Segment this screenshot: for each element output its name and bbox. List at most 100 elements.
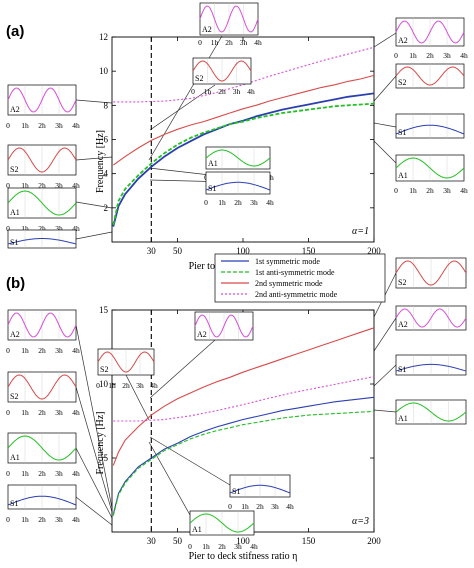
x-tick-label: 50 (173, 536, 183, 546)
inset-tick-label: 1h (21, 408, 29, 417)
mode-inset-s2: S2 (395, 257, 467, 289)
leader-line (149, 339, 216, 399)
y-tick-label: 4 (104, 169, 109, 179)
inset-mode-shape (395, 124, 465, 135)
leader-line (373, 75, 397, 102)
mode-inset-a1: A10 1h 2h 3h 4h (188, 510, 258, 551)
inset-tick-label: 3h (55, 224, 63, 233)
mode-inset-a1: A10 1h 2h 3h 4h (394, 154, 468, 195)
inset-tick-label: 4h (72, 181, 80, 190)
inset-tick-label: 4h (150, 381, 158, 390)
inset-mode-shape (199, 5, 259, 33)
leader-line (373, 32, 397, 48)
inset-label: S1 (232, 487, 240, 496)
leader-line (373, 317, 397, 352)
inset-mode-shape (7, 495, 77, 506)
inset-label: S2 (398, 278, 406, 287)
inset-tick-label: 4h (266, 198, 274, 207)
inset-label: A1 (398, 171, 408, 180)
inset-mode-shape (7, 190, 77, 216)
mode-inset-a1: A10 1h 2h 3h 4h (6, 432, 80, 478)
y-tick-label: 10 (99, 66, 109, 76)
mode-inset-a1: A10 1h 2h 3h 4h (6, 187, 80, 233)
x-tick-label: 100 (236, 536, 250, 546)
inset-tick-label: 3h (136, 381, 144, 390)
legend: 1st symmetric mode 1st anti-symmetric mod… (214, 253, 386, 303)
inset-tick-label: 4h (72, 469, 80, 478)
inset-tick-label: 3h (233, 87, 241, 96)
mode-inset-a2: A2 (395, 305, 467, 331)
series-line-anti1 (112, 410, 375, 516)
leader-line (125, 374, 150, 421)
mode-inset-a2: A20 1h 2h 3h 4h (394, 17, 468, 60)
inset-tick-label: 2h (38, 224, 46, 233)
mode-inset-a2: A20 1h 2h 3h 4h (6, 84, 80, 130)
leader-line (75, 386, 113, 513)
inset-tick-label: 1h (108, 381, 116, 390)
leader-line (149, 84, 216, 131)
inset-mode-shape (97, 351, 155, 373)
x-tick-label: 30 (147, 536, 157, 546)
inset-tick-label: 3h (234, 542, 242, 551)
inset-tick-label: 1h (204, 87, 212, 96)
leader-line (373, 364, 397, 387)
inset-tick-label: 0 (6, 121, 10, 130)
alpha-annotation: α=1 (352, 226, 369, 237)
inset-tick-label: 3h (55, 121, 63, 130)
inset-tick-label: 2h (38, 469, 46, 478)
inset-tick-label: 4h (72, 224, 80, 233)
series-line-anti2 (113, 376, 375, 422)
leader-line (373, 122, 397, 128)
inset-tick-label: 1h (21, 515, 29, 524)
mode-inset-s2: S2 (395, 63, 465, 89)
inset-label: S2 (100, 365, 108, 374)
inset-label: S1 (208, 184, 216, 193)
inset-label: A2 (202, 25, 212, 34)
inset-tick-label: 0 (394, 186, 398, 195)
mode-inset-s2: S20 1h 2h 3h 4h (6, 371, 80, 417)
inset-mode-shape (7, 147, 77, 173)
leader-line (373, 140, 397, 164)
inset-mode-shape (7, 435, 77, 461)
x-tick-label: 150 (302, 246, 316, 256)
inset-label: A2 (10, 105, 20, 114)
inset-mode-shape (395, 260, 467, 286)
inset-label: A2 (197, 330, 207, 339)
inset-tick-label: 1h (409, 186, 417, 195)
x-tick-label: 150 (302, 536, 316, 546)
inset-label: S2 (398, 78, 406, 87)
inset-mode-shape (395, 157, 465, 179)
y-tick-label: 15 (99, 305, 109, 315)
leader-line (149, 436, 231, 486)
panel-letter: (b) (6, 275, 25, 292)
inset-tick-label: 2h (38, 346, 46, 355)
chart-panel-b: (b) 30 50 100 150 200 5 10 15 Pier to deck stifne… (6, 257, 467, 562)
series-line-sym2 (112, 74, 375, 166)
inset-label: A1 (10, 208, 20, 217)
inset-tick-label: 0 (6, 224, 10, 233)
inset-tick-label: 2h (234, 198, 242, 207)
inset-tick-label: 1h (21, 346, 29, 355)
legend-frame (214, 253, 386, 303)
leader-line (75, 231, 113, 240)
leader-line (75, 201, 113, 209)
inset-tick-label: 0 (198, 38, 202, 47)
inset-mode-shape (7, 238, 77, 245)
inset-tick-label: 4h (460, 186, 468, 195)
inset-label: A2 (10, 330, 20, 339)
inset-tick-label: 2h (38, 408, 46, 417)
inset-tick-label: 1h (21, 121, 29, 130)
inset-label: A1 (398, 414, 408, 423)
inset-mode-shape (7, 87, 77, 113)
inset-mode-shape (395, 363, 467, 372)
inset-label: S1 (398, 365, 406, 374)
inset-tick-label: 1h (211, 38, 219, 47)
x-axis-label: Pier to deck stifness ratio η (189, 551, 298, 562)
inset-tick-label: 4h (460, 51, 468, 60)
inset-mode-shape (395, 20, 465, 44)
legend-entry-sym2: 2nd symmetric mode (255, 279, 323, 288)
leader-line (75, 99, 113, 104)
y-axis-label: Frequency [Hz] (95, 130, 106, 193)
inset-label: A1 (192, 525, 202, 534)
